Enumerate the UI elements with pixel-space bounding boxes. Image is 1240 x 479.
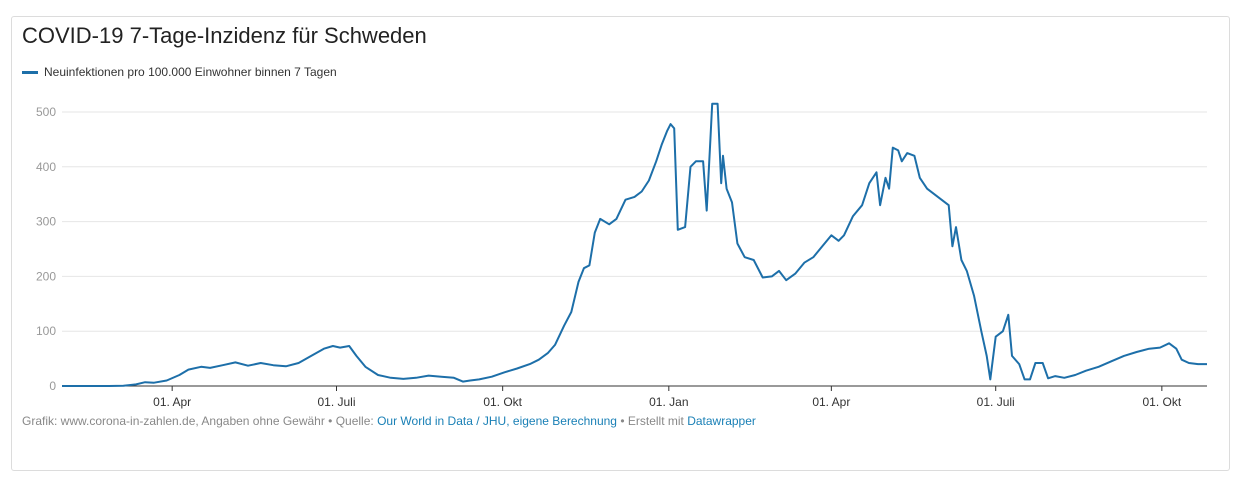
chart-card [11,16,1230,471]
x-tick-label: 01. Juli [317,395,355,409]
y-tick-label: 0 [49,379,56,393]
source-link[interactable]: Our World in Data / JHU, eigene Berechnu… [377,414,617,428]
x-tick-label: 01. Apr [812,395,850,409]
footer: Grafik: www.corona-in-zahlen.de, Angaben… [22,414,756,428]
y-tick-label: 200 [36,269,56,283]
x-tick-label: 01. Okt [1143,395,1182,409]
x-tick-label: 01. Apr [153,395,191,409]
series-line [62,102,1207,387]
x-tick-label: 01. Juli [977,395,1015,409]
y-tick-label: 300 [36,215,56,229]
y-tick-label: 500 [36,105,56,119]
datawrapper-link[interactable]: Datawrapper [687,414,756,428]
y-tick-label: 100 [36,324,56,338]
legend-swatch [22,70,38,74]
x-tick-label: 01. Jan [649,395,688,409]
legend-label: Neuinfektionen pro 100.000 Einwohner bin… [44,65,337,79]
chart-title: COVID-19 7-Tage-Inzidenz für Schweden [22,23,427,48]
legend: Neuinfektionen pro 100.000 Einwohner bin… [22,65,337,79]
footer-middle: • Erstellt mit [616,414,688,428]
y-tick-label: 400 [36,160,56,174]
footer-prefix: Grafik: www.corona-in-zahlen.de, Angaben… [22,414,378,428]
x-tick-label: 01. Okt [483,395,522,409]
